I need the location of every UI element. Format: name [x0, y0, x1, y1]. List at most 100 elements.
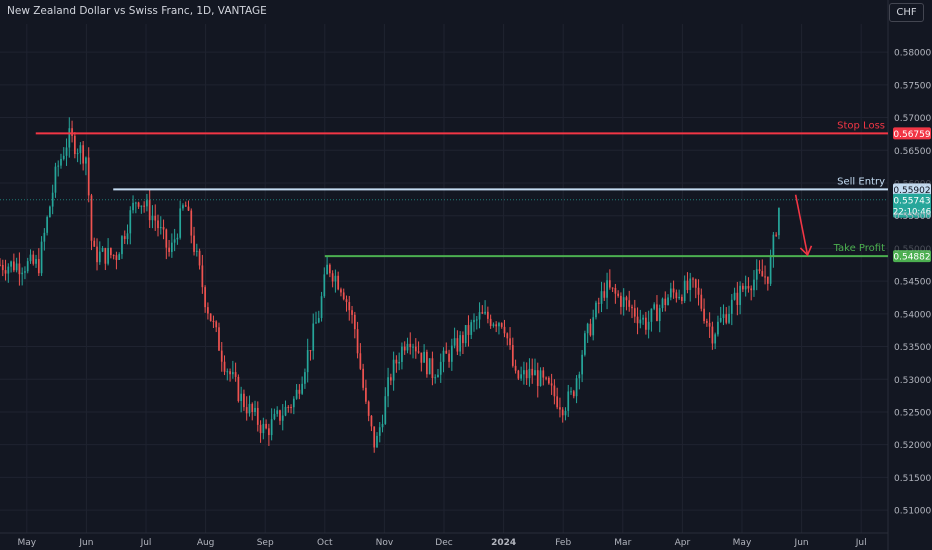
candle-body — [190, 210, 193, 236]
candle-up — [595, 300, 597, 320]
candle-down — [73, 132, 76, 159]
candle-down — [220, 342, 223, 372]
candle-body — [645, 317, 647, 330]
candle-down — [611, 287, 614, 293]
candle-body — [126, 233, 129, 240]
candle-down — [373, 426, 376, 453]
candle-down — [201, 254, 204, 294]
candle-up — [586, 322, 589, 343]
candle-up — [575, 375, 578, 404]
candle-up — [719, 306, 722, 323]
candle-up — [248, 395, 251, 417]
candle-up — [439, 353, 442, 383]
candle-up — [376, 432, 378, 448]
candle-down — [157, 214, 159, 237]
sell-entry-price-value: 0.55902 — [893, 186, 930, 196]
candle-down — [758, 260, 761, 274]
candle-body — [559, 407, 561, 410]
candle-down — [572, 389, 575, 399]
time-tick-label: Jul — [140, 538, 152, 548]
candle-up — [678, 289, 680, 300]
candle-body — [642, 317, 644, 320]
candle-body — [356, 329, 359, 354]
candle-up — [689, 272, 692, 302]
candle-body — [761, 271, 764, 277]
candle-down — [110, 247, 112, 259]
candle-down — [511, 337, 514, 368]
candle-body — [575, 378, 578, 397]
candle-up — [581, 350, 583, 383]
candle-up — [140, 205, 143, 214]
candle-down — [547, 376, 550, 385]
currency-button[interactable]: CHF — [889, 3, 924, 22]
candle-down — [620, 292, 622, 315]
candle-body — [279, 410, 281, 421]
price-tick-label: 0.52500 — [894, 408, 931, 418]
candle-body — [143, 205, 146, 207]
candle-body — [653, 304, 656, 309]
candle-body — [750, 288, 753, 291]
candle-body — [93, 240, 96, 247]
candle-up — [398, 352, 401, 371]
candle-up — [647, 310, 650, 339]
candle-down — [184, 201, 187, 207]
candle-body — [121, 236, 123, 255]
candle-down — [711, 321, 714, 350]
candle-up — [730, 294, 733, 326]
candle-up — [273, 408, 276, 421]
candle-up — [453, 327, 456, 349]
candle-down — [736, 281, 739, 316]
sell-arrow-annotation — [794, 194, 813, 257]
candle-up — [470, 319, 473, 339]
candle-body — [195, 250, 198, 252]
candle-down — [481, 305, 484, 315]
time-tick-label: 2024 — [491, 538, 516, 548]
candle-up — [43, 228, 46, 251]
candle-up — [292, 396, 295, 415]
candle-body — [550, 383, 553, 386]
candle-down — [212, 315, 215, 328]
candle-down — [431, 351, 434, 386]
candle-body — [248, 403, 251, 414]
candle-down — [614, 283, 617, 304]
candle-up — [304, 368, 306, 389]
candle-up — [134, 201, 137, 214]
candle-body — [620, 295, 622, 307]
candle-body — [353, 314, 356, 330]
time-tick-label: Mar — [614, 538, 631, 548]
candle-body — [462, 335, 464, 344]
candle-body — [4, 270, 7, 274]
candle-up — [667, 294, 669, 306]
candle-down — [32, 250, 35, 266]
candle-down — [536, 362, 539, 398]
candle-body — [40, 241, 43, 274]
price-axis: 0.51000 0.51500 0.52000 0.52500 0.53000 0.535… — [894, 49, 931, 517]
candle-body — [628, 300, 631, 307]
candle-up — [401, 342, 403, 370]
candle-body — [503, 326, 506, 334]
candle-body — [362, 368, 364, 388]
candle-up — [85, 156, 87, 176]
candle-up — [528, 358, 531, 387]
candle-down — [766, 276, 769, 291]
candle-down — [672, 280, 675, 299]
candle-down — [365, 379, 367, 405]
candle-up — [21, 267, 24, 286]
candle-body — [633, 308, 636, 317]
candle-body — [711, 326, 714, 344]
time-tick-label: Jul — [855, 538, 867, 548]
candle-body — [500, 323, 503, 327]
candle-body — [614, 287, 617, 294]
take-profit-price-value: 0.54882 — [893, 253, 930, 263]
price-tick-label: 0.55500 — [894, 212, 931, 222]
candle-body — [381, 423, 384, 428]
candle-down — [193, 226, 195, 256]
candle-body — [448, 353, 450, 362]
candle-body — [564, 410, 567, 416]
price-tick-label: 0.54000 — [894, 310, 931, 320]
candle-body — [315, 322, 317, 324]
candle-down — [448, 349, 450, 368]
candle-body — [647, 321, 650, 330]
